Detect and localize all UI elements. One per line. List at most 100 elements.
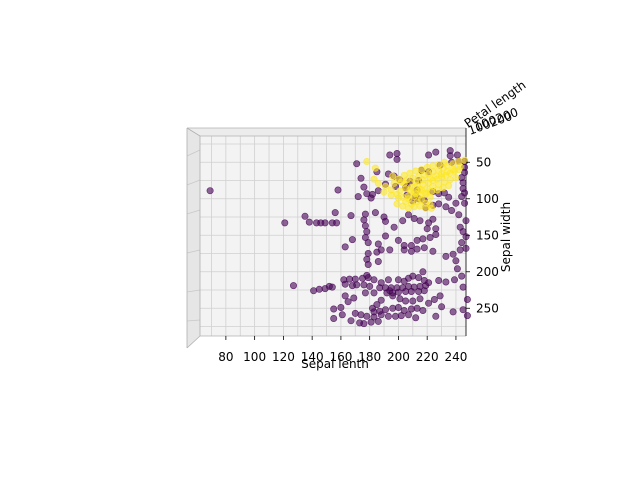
data-point-series-0 [374, 240, 382, 248]
data-point-series-0 [384, 312, 392, 320]
data-point-series-1 [387, 191, 395, 199]
data-point-series-0 [360, 216, 368, 224]
data-point-series-1 [443, 168, 451, 176]
data-point-series-1 [370, 175, 378, 183]
data-point-series-0 [360, 281, 368, 289]
data-point-series-0 [389, 292, 397, 300]
data-point-series-0 [310, 287, 318, 295]
data-point-series-0 [374, 317, 382, 325]
data-point-series-0 [463, 295, 471, 303]
data-point-series-1 [432, 172, 440, 180]
data-point-series-0 [361, 210, 369, 218]
data-point-series-0 [389, 304, 397, 312]
data-point-series-0 [442, 252, 450, 260]
data-point-series-0 [449, 250, 457, 258]
data-point-series-0 [435, 200, 443, 208]
data-point-series-1 [394, 194, 402, 202]
data-point-series-1 [381, 182, 389, 190]
data-point-series-0 [386, 246, 394, 254]
data-point-series-0 [341, 280, 349, 288]
data-point-series-0 [361, 222, 369, 230]
x-tick-label: 140 [301, 350, 324, 364]
data-point-series-1 [390, 179, 398, 187]
data-point-series-0 [361, 289, 369, 297]
data-point-series-0 [407, 287, 415, 295]
side-grid-line [186, 319, 201, 322]
side-grid-line [186, 149, 201, 157]
data-point-series-0 [394, 276, 402, 284]
data-point-series-0 [366, 282, 374, 290]
data-point-series-0 [432, 225, 440, 233]
data-point-series-0 [435, 276, 443, 284]
data-point-series-0 [393, 155, 401, 163]
data-point-series-0 [459, 283, 467, 291]
data-point-series-0 [363, 190, 371, 198]
data-point-series-1 [427, 204, 435, 212]
data-point-series-0 [391, 312, 399, 320]
data-point-series-0 [430, 295, 438, 303]
data-point-series-0 [415, 287, 423, 295]
data-point-series-0 [281, 219, 289, 227]
x-tick-label: 120 [272, 350, 295, 364]
side-grid-line [186, 249, 201, 254]
data-point-series-0 [410, 215, 418, 223]
data-point-series-0 [364, 260, 372, 268]
data-point-series-0 [206, 187, 214, 195]
data-point-series-1 [412, 167, 420, 175]
x-tick-label: 160 [329, 350, 352, 364]
data-point-series-1 [423, 163, 431, 171]
data-point-series-1 [427, 188, 435, 196]
data-point-series-0 [448, 207, 456, 215]
data-point-series-0 [377, 311, 385, 319]
x-axis-label: Sepal lenth [301, 357, 369, 371]
data-point-series-0 [374, 257, 382, 265]
y-tick-label: 150 [476, 228, 499, 242]
data-point-series-0 [419, 268, 427, 276]
data-point-series-0 [341, 292, 349, 300]
data-point-series-1 [422, 204, 430, 212]
data-point-series-0 [450, 276, 458, 284]
data-point-series-1 [456, 163, 464, 171]
data-point-series-0 [390, 223, 398, 231]
data-point-series-1 [416, 185, 424, 193]
data-point-series-1 [412, 178, 420, 186]
data-point-series-0 [357, 311, 365, 319]
data-point-series-0 [402, 297, 410, 305]
data-point-series-0 [394, 303, 402, 311]
data-point-series-1 [371, 164, 379, 172]
data-point-series-0 [348, 236, 356, 244]
data-point-series-1 [410, 188, 418, 196]
data-point-series-0 [337, 303, 345, 311]
x-tick-label: 180 [358, 350, 381, 364]
data-point-series-0 [328, 283, 336, 291]
data-point-series-0 [341, 243, 349, 251]
data-point-series-0 [453, 151, 461, 159]
data-point-series-1 [422, 189, 430, 197]
x-tick-label: 240 [444, 350, 467, 364]
data-point-series-0 [381, 232, 389, 240]
data-point-series-0 [384, 276, 392, 284]
data-point-series-0 [376, 284, 384, 292]
data-point-series-0 [347, 317, 355, 325]
data-point-series-0 [452, 199, 460, 207]
data-point-series-0 [462, 244, 470, 252]
data-point-series-1 [440, 158, 448, 166]
y-axis-label: Sepal width [499, 202, 513, 272]
y-tick-label: 250 [476, 301, 499, 315]
data-point-series-1 [389, 172, 397, 180]
data-point-series-0 [367, 194, 375, 202]
side-grid-line [186, 289, 201, 293]
data-point-series-0 [407, 242, 415, 250]
side-grid-line [186, 179, 201, 186]
data-point-series-0 [429, 215, 437, 223]
data-point-series-0 [347, 212, 355, 220]
data-point-series-0 [436, 292, 444, 300]
data-point-series-0 [381, 306, 389, 314]
data-point-series-0 [416, 295, 424, 303]
data-point-series-0 [404, 211, 412, 219]
data-point-series-0 [370, 276, 378, 284]
data-point-series-1 [445, 182, 453, 190]
data-point-series-0 [353, 160, 361, 168]
data-point-series-0 [351, 309, 359, 317]
